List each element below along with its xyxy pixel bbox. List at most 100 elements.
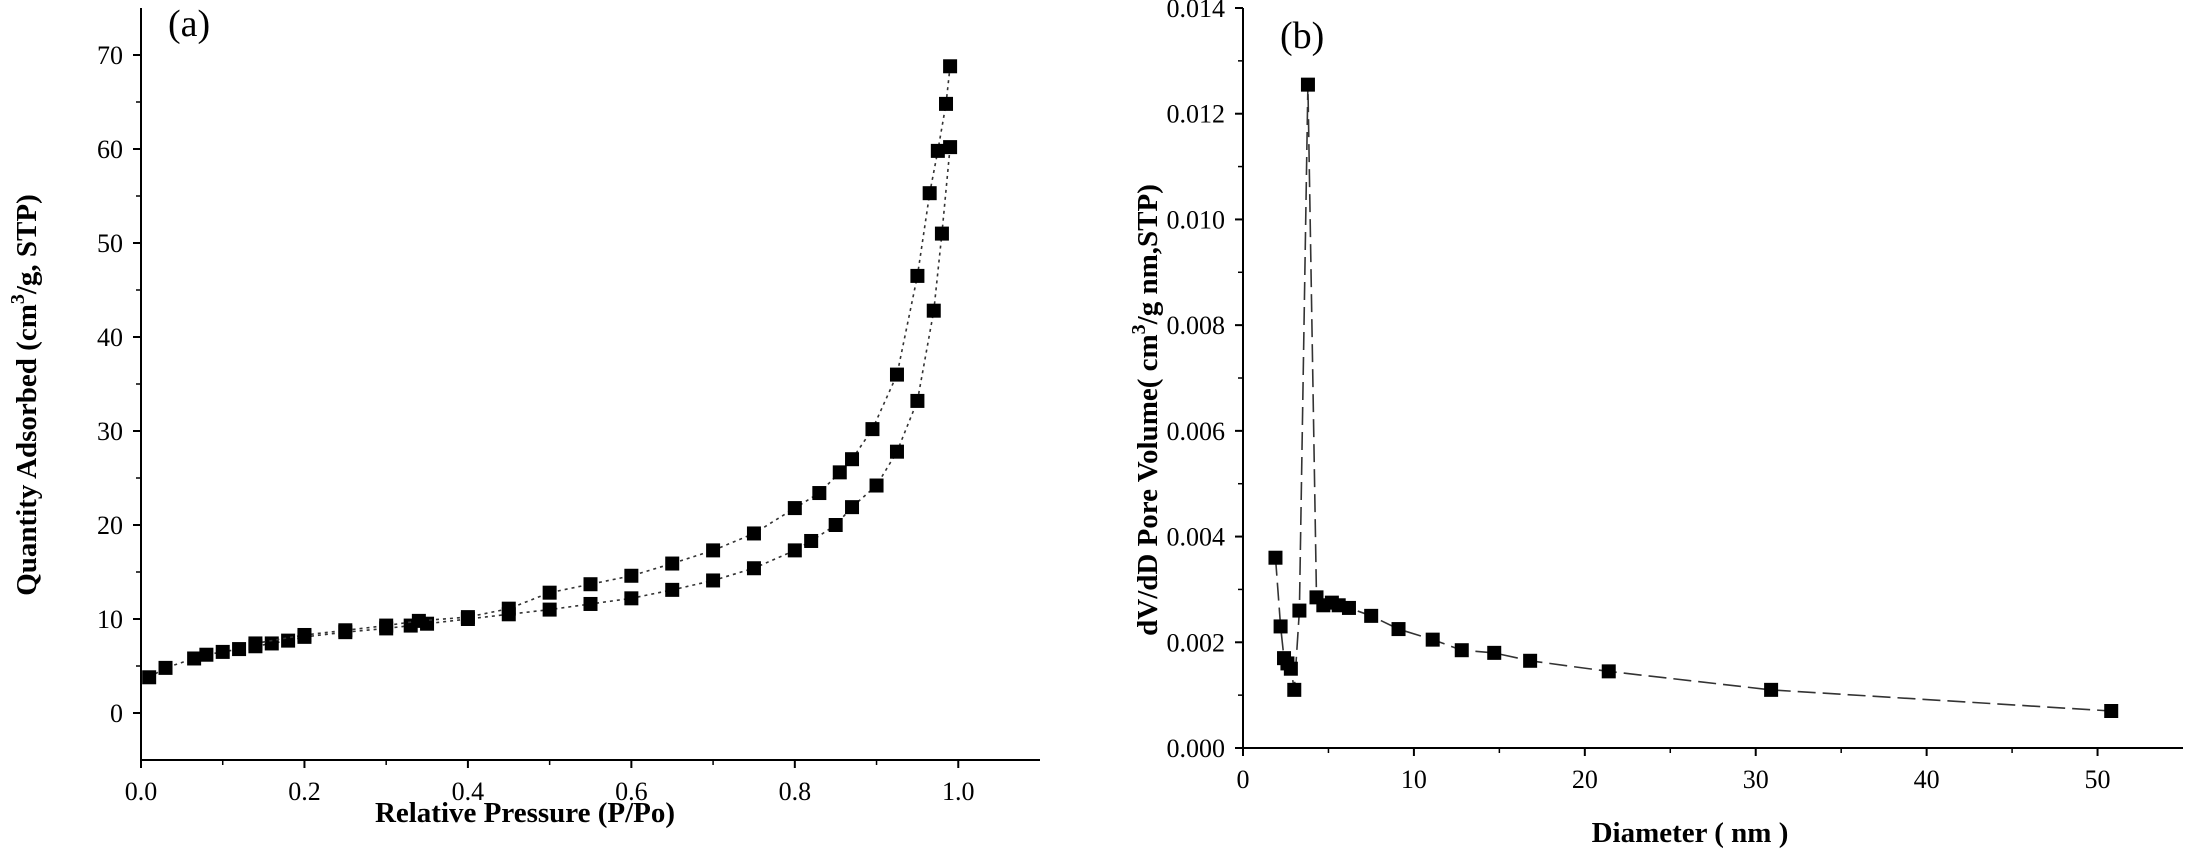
panel-a-data-point: [804, 533, 819, 548]
panel-a-x-axis-title: Relative Pressure (P/Po): [375, 797, 675, 829]
panel-a-data-point: [930, 143, 945, 158]
panel-a-data-point: [787, 543, 802, 558]
panel-a-data-point: [583, 596, 598, 611]
panel-a-data-point: [338, 623, 353, 638]
panel-a-data-point: [199, 647, 214, 662]
panel-a-data-point: [158, 660, 173, 675]
panel-a-y-axis-title-main: Quantity Adsorbed (cm: [11, 304, 43, 596]
panel-b-x-tick-label: 10: [1401, 765, 1427, 794]
panel-a-data-point: [706, 573, 721, 588]
panel-a-data-point: [665, 582, 680, 597]
panel-a-x-tick-label: 0.8: [779, 777, 812, 806]
panel-a-series-adsorption-line: [148, 147, 951, 678]
panel-a-y-tick-label: 40: [97, 323, 123, 352]
panel-a-data-point: [706, 543, 721, 558]
panel-a-data-point: [787, 501, 802, 516]
panel-a-y-axis-title-tail: /g, STP): [11, 194, 43, 295]
panel-b-x-tick-label: 0: [1237, 765, 1250, 794]
panel-a-y-tick-label: 30: [97, 417, 123, 446]
panel-a-data-point: [910, 393, 925, 408]
panel-a-x-tick-label: 0.2: [288, 777, 321, 806]
panel-a-data-point: [845, 452, 860, 467]
panel-a-data-point: [542, 602, 557, 617]
panel-a-data-point: [746, 561, 761, 576]
panel-b-x-tick-label: 50: [2085, 765, 2111, 794]
panel-b-y-tick-label: 0.002: [1167, 628, 1226, 657]
panel-b-data-point: [1283, 661, 1298, 676]
panel-b-y-axis-title-sup: 3: [1128, 324, 1150, 334]
panel-a-data-point: [187, 651, 202, 666]
panel-a-data-point: [232, 642, 247, 657]
panel-a-data-point: [624, 591, 639, 606]
panel-b-y-tick-label: 0.012: [1167, 100, 1226, 129]
panel-a-y-tick-label: 50: [97, 229, 123, 258]
panel-a-data-point: [828, 518, 843, 532]
panel-b-label: (b): [1280, 15, 1324, 57]
panel-b-data-point: [1300, 77, 1315, 92]
panel-a-data-point: [264, 636, 279, 651]
panel-b-series-layer: [1268, 77, 2119, 718]
panel-a-label: (a): [168, 3, 210, 45]
panel-a-data-point: [583, 577, 598, 592]
panel-b-data-point: [1292, 603, 1307, 618]
panel-a-data-point: [926, 303, 941, 318]
panel-a-y-tick-label: 20: [97, 511, 123, 540]
panel-a-data-point: [460, 610, 475, 625]
panel-b-y-tick-label: 0.008: [1167, 311, 1226, 340]
panel-a-series-desorption-line: [255, 66, 951, 645]
panel-a-data-point: [746, 526, 761, 541]
panel-a-data-point: [943, 59, 958, 74]
panel-a-data-point: [665, 556, 680, 571]
panel-b-data-point: [1287, 682, 1302, 697]
panel-a-x-tick-label: 0.0: [125, 777, 158, 806]
panel-a-x-tick-label: 1.0: [942, 777, 975, 806]
panel-a-data-point: [832, 465, 847, 480]
panel-b-data-point: [1454, 643, 1469, 658]
panel-a-data-point: [542, 585, 557, 600]
panel-a-data-point: [939, 96, 954, 111]
panel-a-data-point: [889, 367, 904, 382]
panel-a-y-axis-title: Quantity Adsorbed (cm3/g, STP): [7, 194, 43, 596]
panel-a-data-point: [501, 601, 516, 616]
panel-b-data-point: [1523, 653, 1538, 668]
panel-a-data-point: [624, 568, 639, 583]
panel-a-axes: 0.0 0.2 0.4 0.6 0.8 1.0 0 10 20 30 40 50 60 70: [97, 8, 1040, 806]
panel-a-x-tick-label: 0.6: [615, 777, 648, 806]
panel-a-data-point: [411, 613, 426, 628]
panel-b-data-point: [1341, 600, 1356, 615]
panel-a-data-point: [281, 633, 296, 648]
panel-a-y-tick-label: 10: [97, 605, 123, 634]
panel-b-y-tick-label: 0.010: [1167, 205, 1226, 234]
panel-a-data-point: [910, 268, 925, 283]
panel-b-data-point: [1391, 622, 1406, 637]
panel-a-data-point: [934, 226, 949, 241]
panel-a-data-point: [943, 140, 958, 155]
panel-a-x-tick-label: 0.4: [452, 777, 485, 806]
panel-b-data-point: [1364, 608, 1379, 623]
panel-b-series-pore-size-distribution-line: [1274, 84, 2112, 712]
panel-a-data-point: [142, 670, 157, 685]
panel-a-y-tick-label: 0: [110, 699, 123, 728]
panel-b-chart: (b) 0 10 20 30 40 50 0.000 0.002 0.004 0.006 0.008…: [1128, 0, 2183, 849]
panel-a-data-point: [865, 422, 880, 437]
panel-a-data-point: [379, 618, 394, 633]
panel-b-y-axis-title: dV/dD Pore Volume( cm3/g nm,STP): [1128, 184, 1164, 636]
panel-b-data-point: [1268, 550, 1283, 565]
panel-a-chart: (a) 0.0 0.2 0.4 0.6 0.8 1.0 0 10 20 30 40 50 60 70 Re…: [7, 3, 1040, 829]
panel-a-y-tick-label: 60: [97, 135, 123, 164]
panel-b-data-point: [1487, 645, 1502, 660]
panel-b-x-tick-label: 30: [1743, 765, 1769, 794]
panel-a-y-axis-title-sup: 3: [7, 294, 29, 304]
panel-a-data-point: [845, 500, 860, 515]
panel-b-x-axis-title: Diameter ( nm ): [1592, 817, 1789, 849]
panel-b-y-tick-label: 0.004: [1167, 523, 1226, 552]
panel-b-x-tick-label: 40: [1914, 765, 1940, 794]
panel-a-data-point: [922, 186, 937, 201]
panel-b-data-point: [1425, 632, 1440, 647]
panel-b-y-axis-title-tail: /g nm,STP): [1132, 184, 1164, 325]
panel-a-data-point: [812, 486, 827, 501]
panel-b-y-tick-label: 0.006: [1167, 417, 1226, 446]
panel-b-data-point: [1601, 664, 1616, 679]
panel-b-y-tick-label: 0.000: [1167, 734, 1226, 763]
